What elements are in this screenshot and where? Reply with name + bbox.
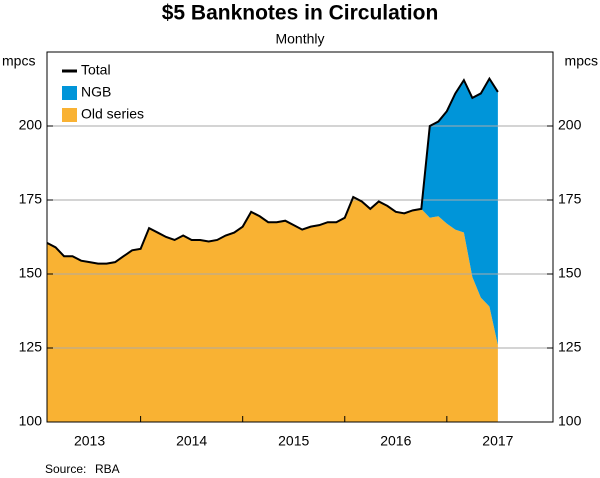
area [47,197,498,422]
line [46,76,499,265]
legend-label: Old series [81,106,144,122]
plot-frame [46,51,554,423]
y-tick-label: 100 [19,413,43,429]
y-tick-label: 150 [19,265,43,281]
x-tick-label: 2016 [380,433,411,449]
y2-tick-label: 100 [558,413,582,429]
y2-tick-label: 150 [558,265,582,281]
chart-subtitle: Monthly [275,31,324,47]
x-tick-label: 2014 [176,433,207,449]
x-tick-label: 2017 [482,433,513,449]
source-label: Source: [45,462,86,476]
y-axis-label: mpcs [2,53,35,69]
chart-title: $5 Banknotes in Circulation [162,2,439,25]
x-tick-label: 2015 [278,433,309,449]
legend-label: Total [81,62,111,78]
source: RBA [95,462,120,476]
y-tick-label: 200 [19,117,43,133]
y2-axis-label: mpcs [565,53,598,69]
legend-swatch [62,86,77,100]
legend-swatch [62,108,77,122]
y2-tick-label: 200 [558,117,582,133]
y2-tick-label: 125 [558,339,582,355]
y-tick-label: 125 [19,339,43,355]
y2-tick-label: 175 [558,191,582,207]
x-tick-label: 2013 [74,433,105,449]
area [47,78,498,346]
y-tick-label: 175 [19,191,43,207]
legend-label: NGB [81,84,111,100]
